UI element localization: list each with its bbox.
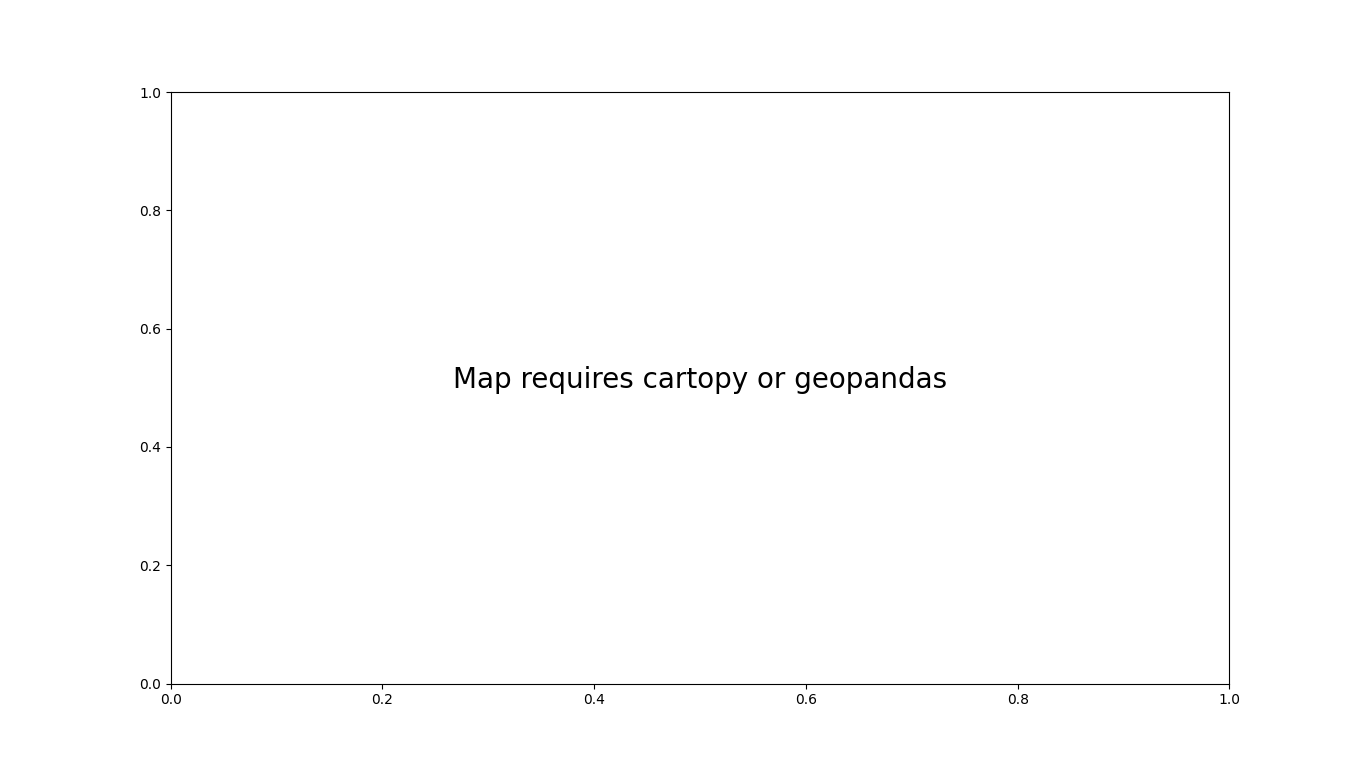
Text: Map requires cartopy or geopandas: Map requires cartopy or geopandas xyxy=(454,366,947,394)
